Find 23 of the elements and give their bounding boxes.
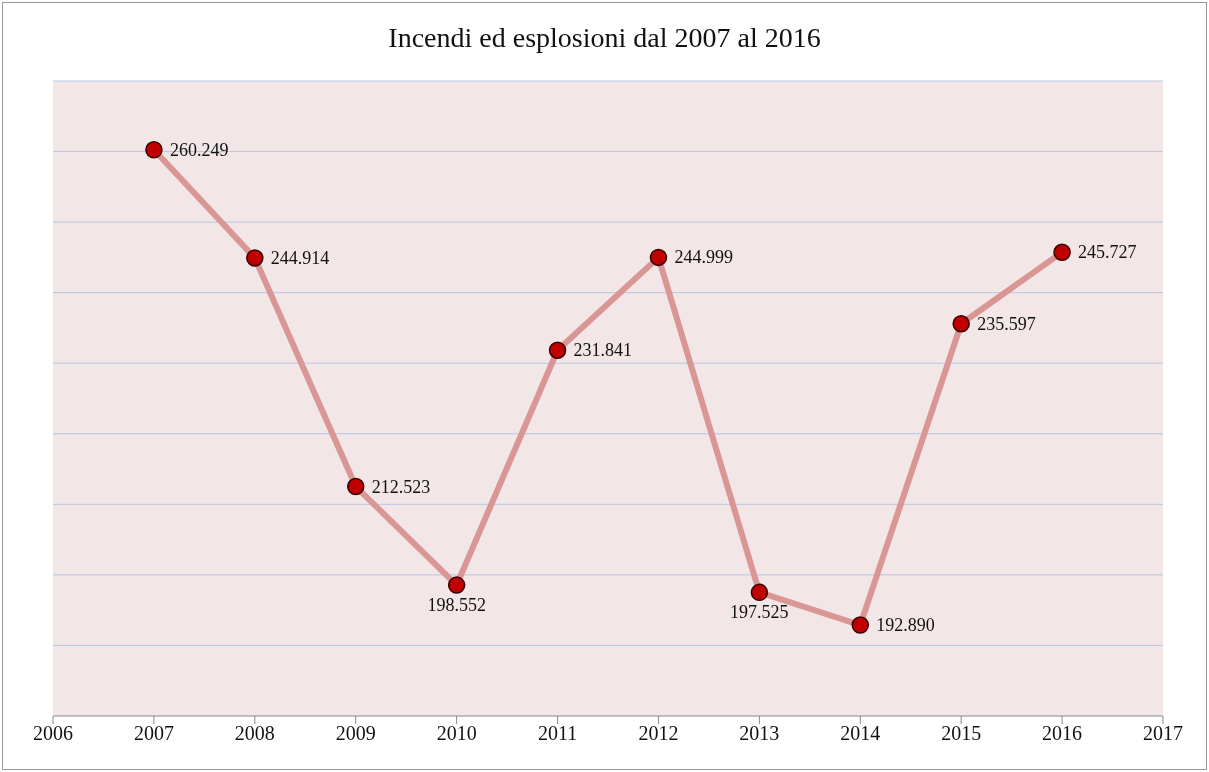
x-tick-label: 2010 [436, 722, 477, 745]
x-tick-label: 2013 [739, 722, 780, 745]
x-tick-label: 2014 [840, 722, 881, 745]
data-label: 245.727 [1078, 242, 1137, 263]
data-label: 198.552 [427, 595, 486, 616]
x-tick-label: 2017 [1143, 722, 1183, 745]
x-tick-label: 2016 [1042, 722, 1083, 745]
data-label: 244.914 [270, 248, 330, 268]
x-tick-label: 2008 [234, 722, 275, 745]
data-label: 231.841 [573, 340, 633, 361]
data-label: 212.523 [371, 476, 431, 497]
x-tick-label: 2011 [537, 722, 578, 745]
data-label: 244.999 [674, 247, 733, 268]
data-label: 197.525 [730, 602, 789, 623]
data-label: 235.597 [977, 313, 1036, 334]
x-tick-label: 2007 [133, 722, 174, 745]
data-label: 192.890 [876, 615, 935, 636]
chart-title: Incendi ed esplosioni dal 2007 al 2016 [387, 22, 822, 54]
x-tick-label: 2015 [941, 722, 982, 745]
x-tick-label: 2012 [638, 722, 679, 745]
x-tick-label: 2009 [335, 722, 376, 745]
x-tick-label: 2006 [33, 722, 73, 745]
data-label: 260.249 [169, 139, 229, 160]
